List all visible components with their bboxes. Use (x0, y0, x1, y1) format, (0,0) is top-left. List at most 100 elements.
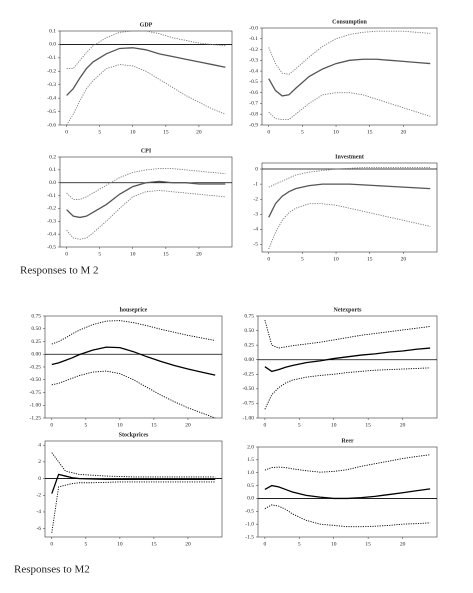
y-tick-label: -0.0 (249, 25, 258, 31)
response-line (51, 346, 216, 376)
y-tick-label: -1.00 (30, 403, 42, 409)
x-tick-label: 10 (333, 256, 339, 262)
y-tick-label: -0.4 (47, 231, 56, 237)
y-tick-label: 0 (255, 166, 258, 172)
y-tick-label: 0.1 (49, 167, 56, 173)
band-line (66, 168, 226, 200)
y-tick-label: -4 (36, 509, 41, 515)
x-tick-label: 0 (264, 541, 267, 547)
y-tick-label: -0.7 (249, 101, 258, 107)
y-tick-label: -0.8 (249, 111, 258, 117)
x-tick-label: 0 (267, 256, 270, 262)
x-tick-label: 20 (196, 251, 202, 257)
y-tick-label: 0.25 (244, 342, 254, 348)
y-tick-label: -1.0 (245, 521, 254, 527)
y-tick-label: 0.00 (31, 352, 41, 358)
y-tick-label: -6 (36, 526, 41, 532)
plot-frame (261, 27, 438, 126)
y-tick-label: -0.3 (249, 58, 258, 64)
band-line (268, 167, 431, 188)
x-tick-label: 15 (151, 541, 157, 547)
x-tick-label: 15 (365, 422, 371, 428)
band-line (51, 481, 216, 533)
band-line (51, 370, 216, 419)
y-tick-label: -4 (253, 227, 258, 233)
y-tick-label: 4 (38, 442, 41, 448)
y-tick-label: -0.1 (47, 193, 56, 199)
x-tick-label: 10 (333, 129, 339, 135)
plot-frame (257, 446, 438, 538)
plot-frame (59, 30, 233, 126)
y-tick-label: -0.2 (47, 206, 56, 212)
response-line (51, 473, 216, 494)
x-tick-label: 0 (65, 129, 68, 135)
y-tick-label: -0.1 (47, 55, 56, 61)
y-tick-label: 0.75 (244, 313, 254, 319)
x-tick-label: 20 (185, 541, 191, 547)
x-tick-label: 15 (163, 251, 169, 257)
y-tick-label: 1.5 (247, 457, 254, 463)
x-tick-label: 10 (331, 541, 337, 547)
y-tick-label: -0.2 (249, 47, 258, 53)
chart-title: Reer (341, 438, 354, 444)
y-tick-label: -0.50 (30, 377, 42, 383)
y-tick-label: -0.5 (47, 244, 56, 250)
y-tick-label: -0.6 (249, 90, 258, 96)
y-tick-label: -0.5 (47, 109, 56, 115)
x-tick-label: 15 (365, 541, 371, 547)
x-tick-label: 5 (298, 541, 301, 547)
chart-title: GDP (140, 22, 153, 28)
x-tick-label: 5 (84, 541, 87, 547)
y-tick-label: -2 (253, 196, 258, 202)
response-line (268, 58, 431, 97)
y-tick-label: 0.50 (31, 326, 41, 332)
response-line (264, 347, 431, 373)
y-tick-label: 0.00 (244, 357, 254, 363)
x-tick-label: 0 (65, 251, 68, 257)
response-line (66, 180, 226, 219)
y-tick-label: 0.1 (49, 28, 56, 34)
plot-frame (261, 162, 438, 253)
y-tick-label: 0.75 (31, 313, 41, 319)
y-tick-label: -1.00 (243, 415, 255, 421)
x-tick-label: 5 (98, 251, 101, 257)
x-tick-label: 20 (196, 129, 202, 135)
y-tick-label: 2 (38, 459, 41, 465)
y-tick-label: -1 (253, 181, 258, 187)
x-tick-label: 5 (84, 422, 87, 428)
chart-title: Stockprices (119, 432, 149, 438)
x-tick-label: 5 (98, 129, 101, 135)
x-tick-label: 20 (401, 129, 407, 135)
x-tick-label: 20 (401, 256, 407, 262)
band-line (268, 30, 431, 75)
plot-frame (44, 440, 223, 538)
y-tick-label: -5 (253, 242, 258, 248)
x-tick-label: 5 (301, 256, 304, 262)
y-tick-label: -1.5 (245, 534, 254, 540)
response-line (264, 484, 431, 500)
y-tick-label: -0.4 (47, 95, 56, 101)
y-tick-label: -0.75 (30, 390, 42, 396)
band-line (51, 452, 216, 478)
y-tick-label: -0.1 (249, 36, 258, 42)
band-line (51, 320, 216, 345)
y-tick-label: 0 (38, 476, 41, 482)
y-tick-label: -0.5 (245, 509, 254, 515)
x-tick-label: 10 (117, 422, 123, 428)
response-line (268, 183, 431, 218)
band-line (264, 319, 431, 349)
band-line (66, 30, 226, 70)
x-tick-label: 10 (331, 422, 337, 428)
y-tick-label: 0.5 (247, 483, 254, 489)
y-tick-label: 0.0 (49, 180, 56, 186)
chart-title: Consumption (332, 19, 367, 25)
y-tick-label: 0.25 (31, 339, 41, 345)
chart-title: CPI (141, 148, 152, 154)
y-tick-label: -0.4 (249, 68, 258, 74)
y-tick-label: 0.0 (247, 496, 254, 502)
y-tick-label: -0.25 (30, 364, 42, 370)
y-tick-label: 1.0 (247, 470, 254, 476)
x-tick-label: 5 (301, 129, 304, 135)
